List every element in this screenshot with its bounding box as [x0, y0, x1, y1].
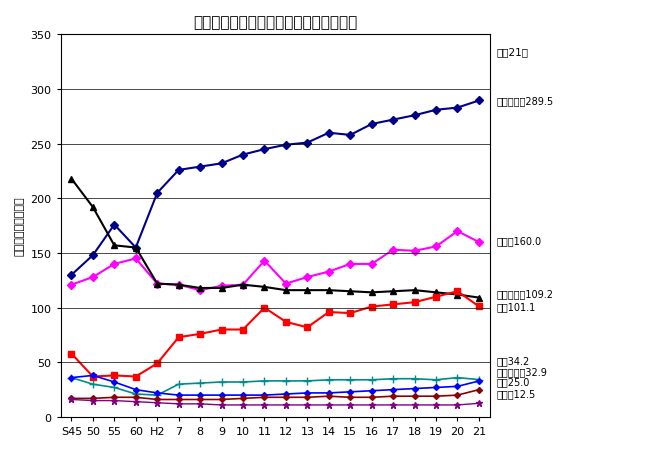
Y-axis label: 率（人口１０万対）: 率（人口１０万対） — [15, 196, 25, 256]
Text: 悪性新生物289.5: 悪性新生物289.5 — [496, 96, 553, 106]
Text: 自殺25.0: 自殺25.0 — [496, 376, 529, 386]
Text: 平成21年: 平成21年 — [496, 46, 528, 57]
Text: 不慮の事故32.9: 不慮の事故32.9 — [496, 366, 547, 376]
Text: 肺炎101.1: 肺炎101.1 — [496, 302, 535, 312]
Title: 主な死因別死亡率の年次推移（熊本県）: 主な死因別死亡率の年次推移（熊本県） — [193, 15, 357, 30]
Text: 脳血管疾患109.2: 脳血管疾患109.2 — [496, 289, 553, 299]
Text: 老衰34.2: 老衰34.2 — [496, 355, 529, 365]
Text: 肝疾患12.5: 肝疾患12.5 — [496, 388, 535, 398]
Text: 心疾患160.0: 心疾患160.0 — [496, 235, 542, 245]
